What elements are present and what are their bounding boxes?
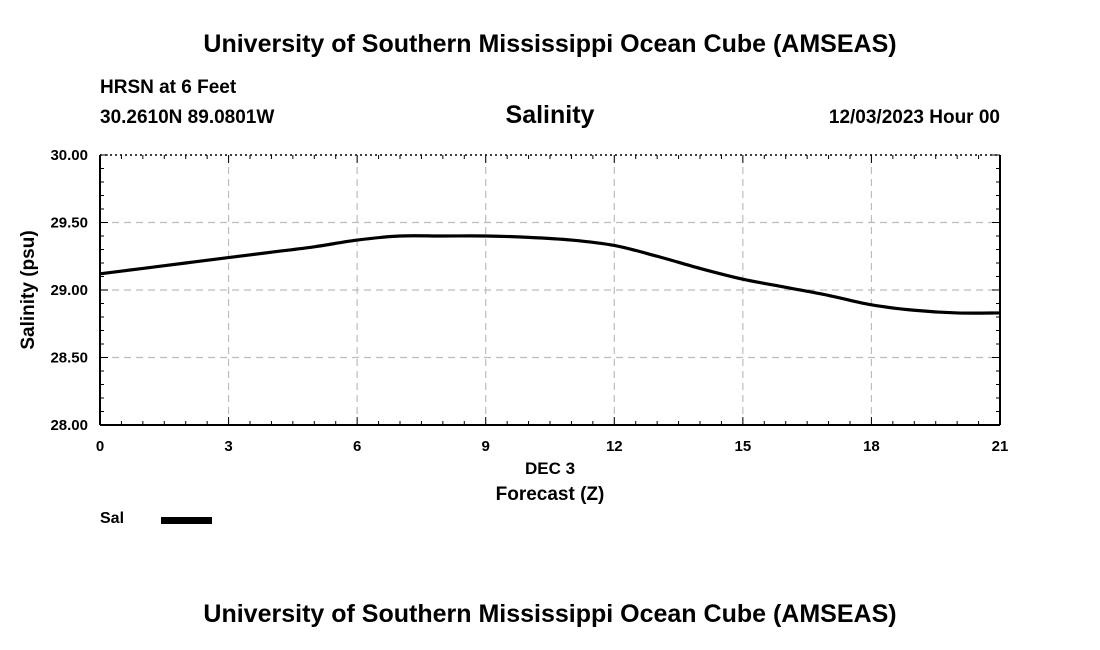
coordinates-label: 30.2610N 89.0801W <box>100 107 275 128</box>
x-axis-sublabel: DEC 3 <box>525 459 575 478</box>
page-title: University of Southern Mississippi Ocean… <box>203 30 897 58</box>
x-tick-label: 3 <box>224 438 232 455</box>
x-tick-label: 0 <box>96 438 104 455</box>
chart-title: Salinity <box>505 101 595 129</box>
y-tick-label: 30.00 <box>50 147 88 164</box>
x-tick-label: 21 <box>992 438 1009 455</box>
x-axis-label: Forecast (Z) <box>496 484 605 505</box>
y-tick-label: 28.50 <box>50 350 88 367</box>
legend-label: Sal <box>100 510 125 527</box>
y-axis-label: Salinity (psu) <box>18 230 39 349</box>
date-label: 12/03/2023 Hour 00 <box>828 107 1000 128</box>
y-tick-label: 28.00 <box>50 417 88 434</box>
x-tick-label: 6 <box>353 438 361 455</box>
station-label: HRSN at 6 Feet <box>100 77 237 98</box>
grid-lines <box>100 155 1000 425</box>
tick-labels: 0 3 6 9 12 15 18 21 28.00 28.50 29.00 29.50 30.00 <box>50 147 1008 455</box>
y-tick-label: 29.50 <box>50 215 88 232</box>
series-layer <box>99 234 1001 315</box>
ticks <box>99 154 1001 426</box>
x-tick-label: 15 <box>735 438 752 455</box>
x-tick-label: 18 <box>863 438 880 455</box>
y-tick-label: 29.00 <box>50 282 88 299</box>
legend-swatch <box>161 517 212 524</box>
series-line-sal <box>99 234 1001 315</box>
x-tick-label: 9 <box>482 438 490 455</box>
footer-title: University of Southern Mississippi Ocean… <box>203 600 897 628</box>
x-tick-label: 12 <box>606 438 623 455</box>
